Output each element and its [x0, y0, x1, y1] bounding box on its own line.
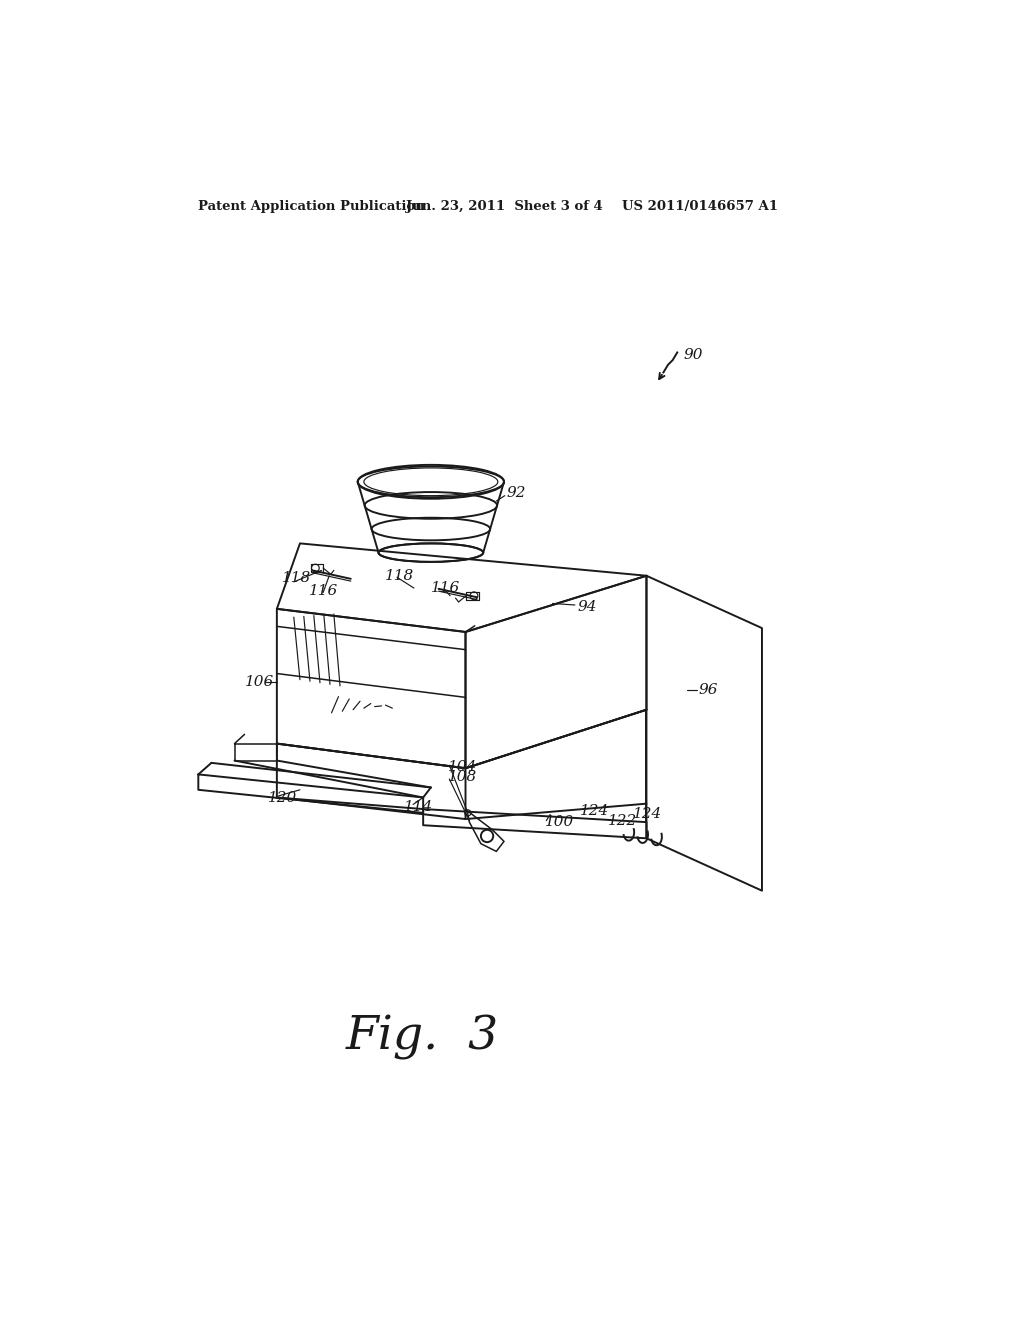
Text: 94: 94 [578, 599, 597, 614]
Text: 118: 118 [385, 569, 414, 582]
Text: 96: 96 [698, 682, 718, 697]
Text: Jun. 23, 2011  Sheet 3 of 4: Jun. 23, 2011 Sheet 3 of 4 [407, 199, 603, 213]
Text: Fig.  3: Fig. 3 [346, 1015, 500, 1060]
Text: 114: 114 [403, 800, 433, 813]
Text: 104: 104 [447, 760, 477, 774]
Text: 108: 108 [447, 771, 477, 784]
Text: 100: 100 [545, 816, 574, 829]
Text: Patent Application Publication: Patent Application Publication [199, 199, 425, 213]
Text: US 2011/0146657 A1: US 2011/0146657 A1 [622, 199, 778, 213]
Text: 116: 116 [431, 581, 460, 595]
Text: 118: 118 [282, 572, 310, 585]
Text: 124: 124 [581, 804, 609, 818]
Text: 124: 124 [633, 808, 662, 821]
Text: 122: 122 [608, 813, 637, 828]
Text: 120: 120 [267, 791, 297, 804]
Text: 92: 92 [506, 486, 525, 500]
Text: 90: 90 [683, 347, 702, 362]
Text: 106: 106 [245, 675, 273, 689]
Text: 116: 116 [309, 585, 339, 598]
